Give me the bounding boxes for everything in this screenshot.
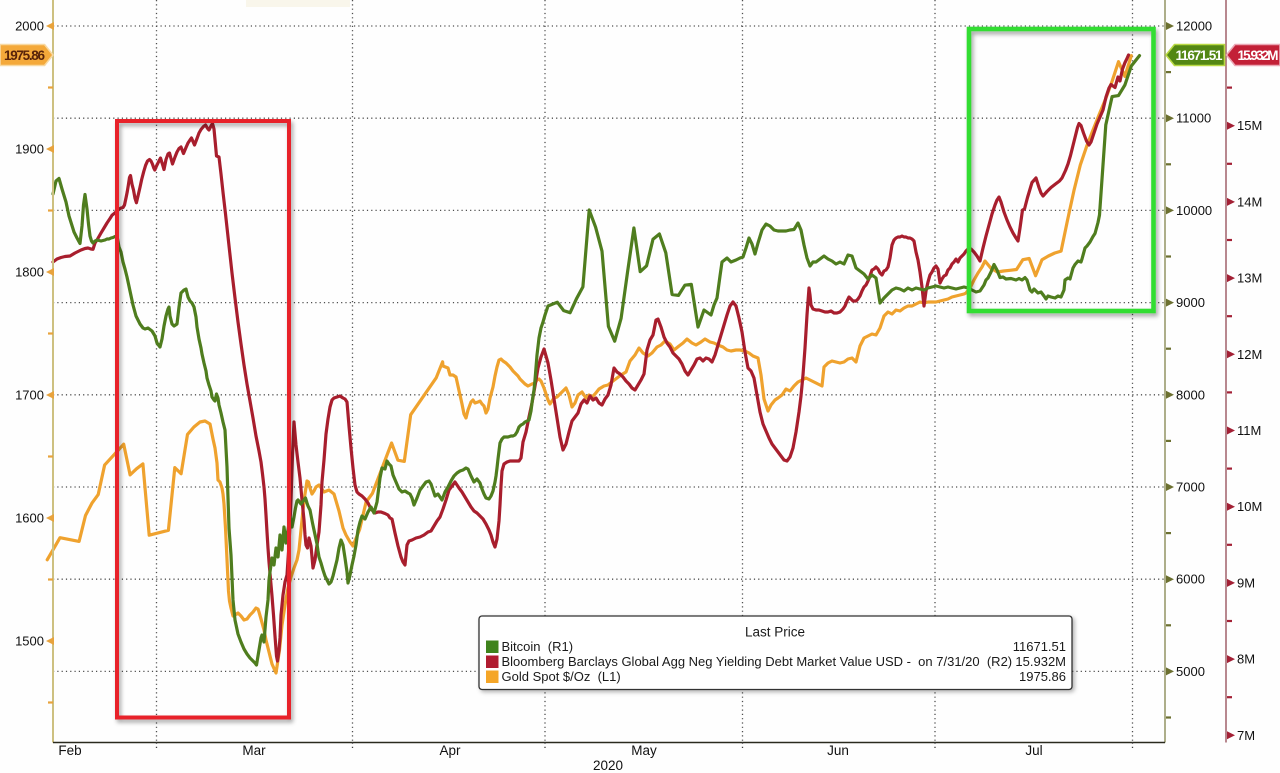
svg-text:1975.86: 1975.86 [1019, 669, 1066, 684]
svg-text:7000: 7000 [1176, 480, 1205, 495]
svg-text:Last Price: Last Price [745, 625, 805, 640]
svg-text:14M: 14M [1237, 194, 1262, 209]
svg-text:2000: 2000 [15, 19, 44, 34]
svg-text:13M: 13M [1237, 271, 1262, 286]
svg-text:7M: 7M [1237, 728, 1255, 743]
svg-text:Mar: Mar [242, 743, 266, 758]
svg-text:11000: 11000 [1176, 111, 1211, 126]
svg-text:Jul: Jul [1025, 743, 1042, 758]
svg-text:1600: 1600 [15, 511, 44, 526]
svg-text:1800: 1800 [15, 265, 44, 280]
svg-text:6000: 6000 [1176, 572, 1205, 587]
svg-text:11671.51: 11671.51 [1013, 639, 1066, 654]
svg-text:Apr: Apr [439, 743, 461, 758]
svg-text:Feb: Feb [58, 743, 81, 758]
svg-text:12000: 12000 [1176, 19, 1212, 34]
svg-text:15M: 15M [1237, 118, 1262, 133]
svg-text:1700: 1700 [15, 388, 44, 403]
svg-text:Bloomberg Barclays Global Agg: Bloomberg Barclays Global Agg Neg Yieldi… [502, 654, 1013, 669]
svg-text:2020: 2020 [593, 758, 623, 773]
svg-text:Jun: Jun [827, 743, 849, 758]
svg-text:15.932M: 15.932M [1238, 48, 1279, 63]
svg-text:May: May [631, 743, 657, 758]
svg-text:Bitcoin (R1): Bitcoin (R1) [502, 639, 574, 654]
svg-text:8M: 8M [1237, 652, 1255, 667]
svg-text:8000: 8000 [1176, 387, 1205, 402]
svg-text:Gold Spot $/Oz (L1): Gold Spot $/Oz (L1) [502, 669, 621, 684]
svg-text:11671.51: 11671.51 [1176, 48, 1223, 63]
svg-text:10000: 10000 [1176, 203, 1212, 218]
svg-text:1975.86: 1975.86 [4, 48, 45, 63]
svg-text:11M: 11M [1237, 423, 1261, 438]
svg-text:5000: 5000 [1176, 664, 1205, 679]
svg-text:1900: 1900 [15, 142, 44, 157]
svg-text:9M: 9M [1237, 575, 1255, 590]
svg-text:15.932M: 15.932M [1015, 654, 1066, 669]
svg-text:9000: 9000 [1176, 295, 1205, 310]
svg-text:12M: 12M [1237, 347, 1262, 362]
svg-text:1500: 1500 [15, 634, 44, 649]
svg-text:10M: 10M [1237, 499, 1262, 514]
